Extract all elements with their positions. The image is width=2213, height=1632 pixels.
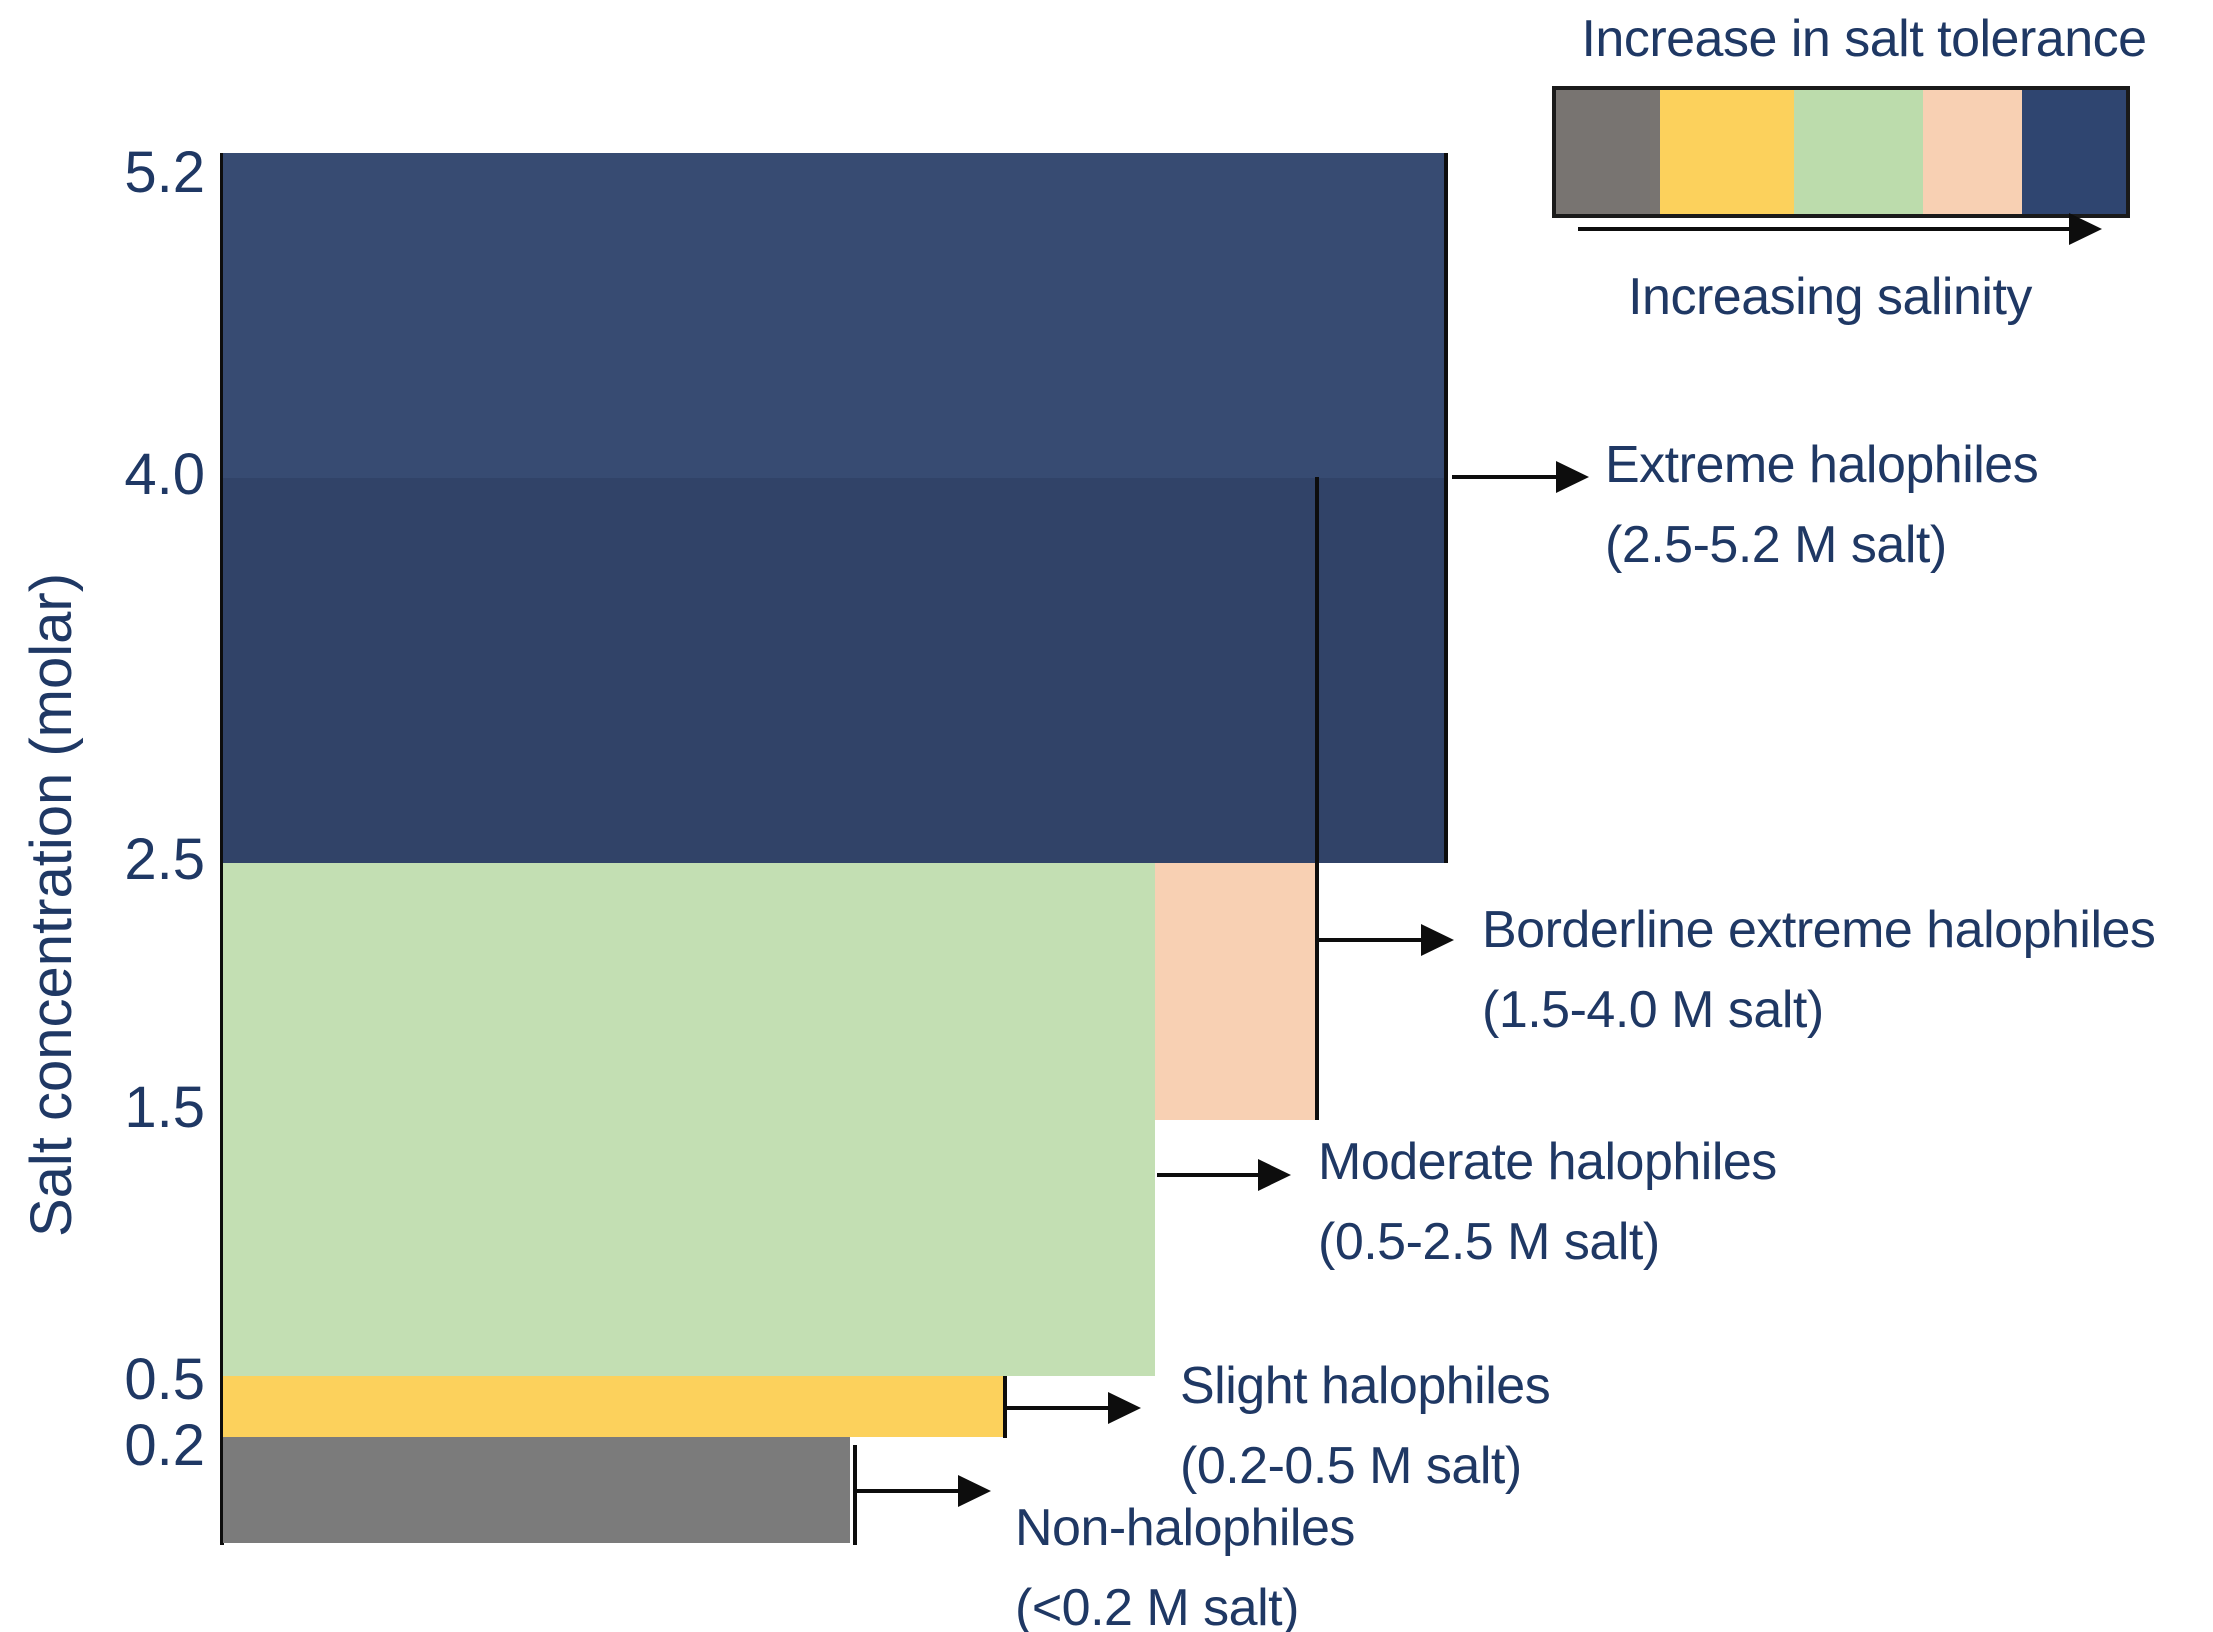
y-tick-4-0: 4.0: [124, 442, 205, 507]
slight-halophiles-arrow-icon: [1007, 1392, 1141, 1424]
borderline-extreme-halophiles-label: Borderline extreme halophiles (1.5-4.0 M…: [1482, 890, 2156, 1050]
y-tick-1-5: 1.5: [124, 1075, 205, 1140]
y-axis-title: Salt concentration (molar): [19, 572, 84, 1238]
slight-halophiles-name: Slight halophiles: [1180, 1357, 1551, 1415]
extreme-halophiles-bar-upper-segment: [223, 153, 1444, 478]
y-axis-line: [220, 153, 224, 1545]
borderline-extreme-halophiles-bar: [1155, 863, 1315, 1120]
moderate-halophiles-range: (0.5-2.5 M salt): [1318, 1213, 1660, 1271]
non-halophiles-range: (<0.2 M salt): [1015, 1579, 1299, 1632]
extreme-halophiles-range: (2.5-5.2 M salt): [1605, 516, 1947, 574]
legend-color-strip: [1552, 86, 2130, 218]
extreme-halophiles-bar: [223, 153, 1448, 863]
borderline-range-marker-line: [1315, 477, 1319, 1120]
y-tick-0-5: 0.5: [124, 1347, 205, 1412]
slight-halophiles-label: Slight halophiles (0.2-0.5 M salt): [1180, 1346, 1551, 1506]
legend-title: Increase in salt tolerance: [1581, 10, 2147, 68]
legend-swatch-peach: [1922, 90, 2022, 214]
non-halophiles-name: Non-halophiles: [1015, 1499, 1355, 1557]
non-halophiles-bar: [223, 1437, 850, 1543]
borderline-extreme-halophiles-name: Borderline extreme halophiles: [1482, 901, 2156, 959]
moderate-halophiles-arrow-icon: [1157, 1159, 1291, 1191]
extreme-halophiles-bar-lower-segment: [223, 478, 1444, 863]
y-tick-0-2: 0.2: [124, 1413, 205, 1478]
slight-halophiles-bar: [223, 1376, 1003, 1437]
moderate-halophiles-name: Moderate halophiles: [1318, 1133, 1777, 1191]
increasing-salinity-label: Increasing salinity: [1628, 268, 2032, 326]
non-halophiles-label: Non-halophiles (<0.2 M salt): [1015, 1488, 1355, 1632]
slight-range-marker-line: [1003, 1376, 1007, 1438]
borderline-extreme-halophiles-range: (1.5-4.0 M salt): [1482, 981, 1824, 1039]
y-tick-2-5: 2.5: [124, 827, 205, 892]
extreme-halophiles-arrow-icon: [1452, 461, 1589, 493]
borderline-extreme-halophiles-arrow-icon: [1319, 924, 1454, 956]
non-halophiles-arrow-icon: [857, 1475, 991, 1507]
legend-swatch-navy: [2021, 90, 2127, 214]
y-tick-5-2: 5.2: [124, 140, 205, 205]
non-range-marker-line: [853, 1445, 857, 1545]
legend-swatch-yellow: [1660, 90, 1794, 214]
moderate-halophiles-label: Moderate halophiles (0.5-2.5 M salt): [1318, 1122, 1777, 1282]
moderate-halophiles-bar: [223, 863, 1155, 1376]
increasing-salinity-arrow-icon: [1578, 213, 2102, 245]
legend-swatch-green: [1793, 90, 1923, 214]
legend-swatch-gray: [1556, 90, 1661, 214]
slight-halophiles-range: (0.2-0.5 M salt): [1180, 1437, 1522, 1495]
extreme-halophiles-name: Extreme halophiles: [1605, 436, 2039, 494]
extreme-halophiles-label: Extreme halophiles (2.5-5.2 M salt): [1605, 425, 2039, 585]
